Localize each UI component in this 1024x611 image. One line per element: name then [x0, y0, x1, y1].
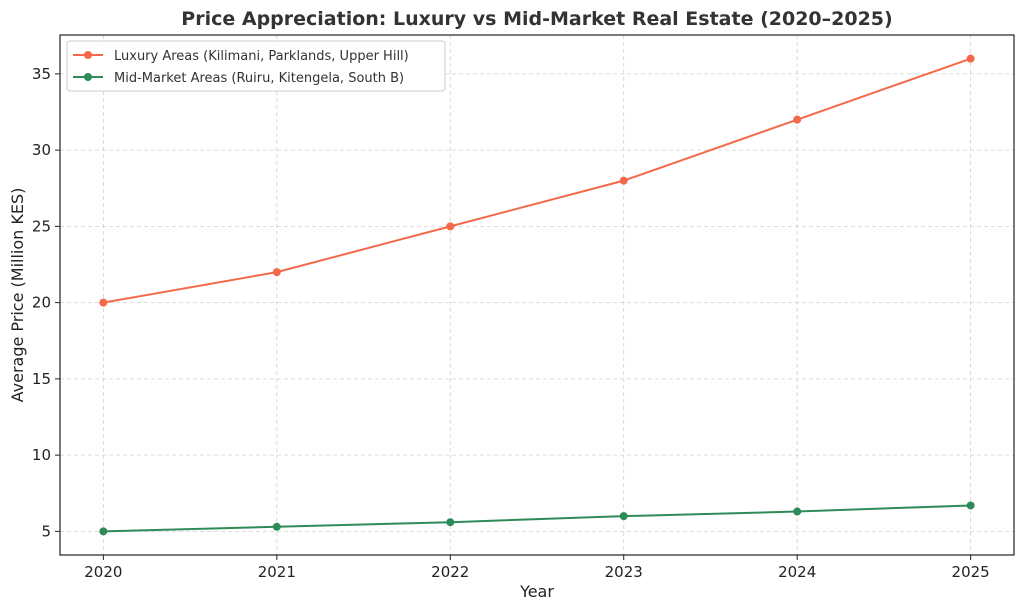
- x-tick-label: 2020: [84, 563, 122, 581]
- grid-lines: [60, 35, 1014, 555]
- data-point: [446, 222, 455, 231]
- series-line-1: [103, 504, 971, 533]
- legend: Luxury Areas (Kilimani, Parklands, Upper…: [66, 40, 446, 92]
- legend-label-mid-market: Mid-Market Areas (Ruiru, Kitengela, Sout…: [114, 71, 404, 86]
- y-axis-ticks: 5 10 15 20 25 30 35: [32, 65, 60, 540]
- x-axis-ticks: 2020 2021 2022 2023 2024 2025: [84, 555, 990, 581]
- series-lines: [99, 54, 975, 536]
- plot-frame: [59, 34, 1015, 556]
- legend-label-luxury: Luxury Areas (Kilimani, Parklands, Upper…: [114, 49, 409, 64]
- data-point: [619, 176, 628, 185]
- data-point: [966, 501, 975, 510]
- x-tick-label: 2022: [431, 563, 469, 581]
- data-point: [793, 115, 802, 124]
- y-tick-label: 15: [32, 370, 51, 388]
- data-point: [619, 512, 628, 521]
- data-point: [99, 298, 108, 307]
- data-point: [272, 268, 281, 277]
- y-tick-label: 25: [32, 217, 51, 235]
- legend-box: [66, 40, 446, 92]
- x-axis-label: Year: [519, 582, 554, 601]
- x-tick-label: 2023: [605, 563, 643, 581]
- x-tick-label: 2024: [778, 563, 816, 581]
- x-tick-label: 2021: [258, 563, 296, 581]
- data-point: [99, 527, 108, 536]
- y-tick-label: 10: [32, 446, 51, 464]
- x-tick-label: 2025: [952, 563, 990, 581]
- y-tick-label: 30: [32, 141, 51, 159]
- series-line-0: [103, 57, 971, 304]
- chart-title: Price Appreciation: Luxury vs Mid-Market…: [181, 8, 892, 30]
- y-tick-label: 35: [32, 65, 51, 83]
- y-tick-label: 5: [41, 522, 51, 540]
- legend-marker-luxury: [84, 51, 92, 59]
- data-point: [793, 507, 802, 516]
- data-point: [272, 522, 281, 531]
- legend-marker-mid-market: [84, 73, 92, 81]
- data-point: [966, 54, 975, 63]
- data-point: [446, 518, 455, 527]
- y-axis-label: Average Price (Million KES): [8, 188, 27, 403]
- y-tick-label: 20: [32, 294, 51, 312]
